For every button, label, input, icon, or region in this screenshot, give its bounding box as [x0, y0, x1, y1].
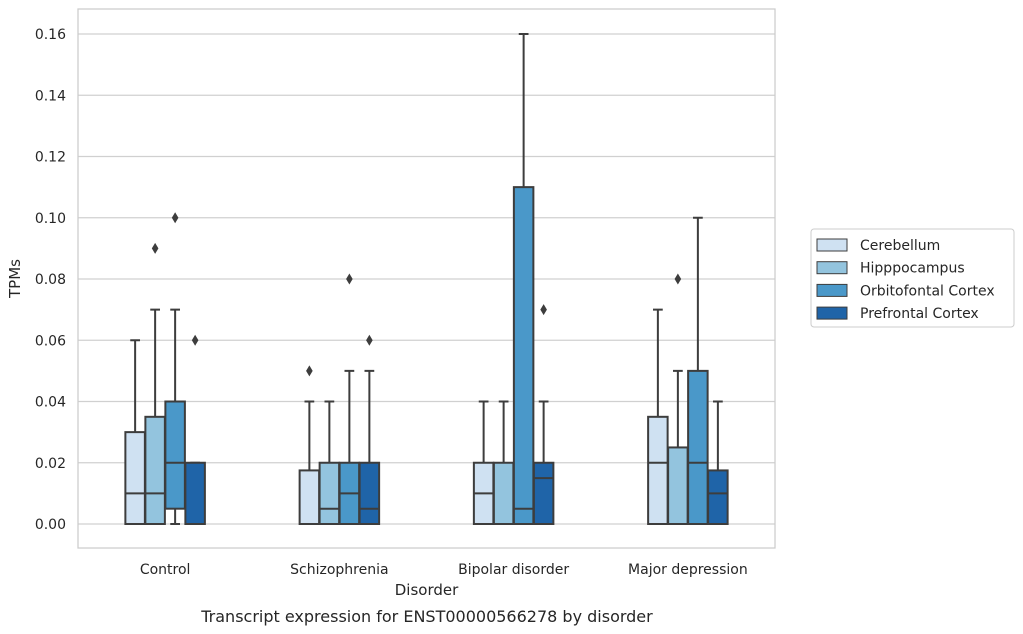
box-hipppocampus [144, 242, 166, 525]
outlier-marker [674, 273, 682, 285]
outlier-marker [540, 304, 547, 316]
iqr-box [124, 431, 146, 525]
y-tick-label: 0.04 [35, 395, 66, 411]
legend-swatch [816, 283, 848, 297]
outlier-marker [191, 334, 199, 346]
iqr-box [647, 415, 669, 525]
box-prefrontal-cortex [184, 334, 206, 525]
iqr-box [318, 461, 341, 525]
iqr-box [184, 461, 206, 525]
box-orbitofontal-cortex [338, 273, 361, 525]
legend: Cerebellum Hipppocampus Orbitofontal Corte… [810, 228, 1015, 328]
outlier-marker [151, 242, 159, 254]
iqr-box [667, 446, 689, 525]
box-orbitofontal-cortex [512, 33, 535, 525]
box-cerebellum [647, 308, 669, 525]
iqr-box [687, 369, 709, 525]
box-prefrontal-cortex [532, 304, 555, 525]
box-hipppocampus [667, 273, 689, 525]
box-prefrontal-cortex [707, 400, 729, 525]
y-tick-label: 0.00 [35, 517, 66, 533]
outlier-marker [366, 334, 373, 346]
box-cerebellum [472, 400, 495, 525]
box-cerebellum [124, 339, 146, 525]
legend-frame [810, 228, 1015, 328]
legend-label: Orbitofontal Cortex [860, 283, 995, 299]
box-hipppocampus [318, 400, 341, 525]
y-tick-label: 0.10 [35, 211, 66, 227]
legend-swatch [816, 306, 848, 320]
legend-swatch [816, 261, 848, 275]
y-tick-label: 0.16 [35, 27, 66, 43]
box-hipppocampus [492, 400, 515, 525]
y-tick-label: 0.08 [35, 272, 66, 288]
box-orbitofontal-cortex [164, 212, 186, 525]
legend-label: Cerebellum [860, 238, 940, 254]
y-axis-ticks: 0.00 0.02 0.04 0.06 0.08 0.10 0.12 0.14 0.16 [35, 27, 66, 533]
iqr-box [532, 461, 555, 525]
y-tick-label: 0.02 [35, 456, 66, 472]
x-axis-ticks: Control Schizophrenia Bipolar disorder Majo… [140, 562, 748, 578]
x-tick-label: Bipolar disorder [458, 562, 569, 578]
iqr-box [512, 186, 535, 525]
x-tick-label: Major depression [628, 562, 748, 578]
x-tick-label: Schizophrenia [290, 562, 388, 578]
iqr-box [492, 461, 515, 525]
box-orbitofontal-cortex [687, 216, 709, 525]
plot-boxes [124, 33, 729, 525]
outlier-marker [171, 212, 179, 224]
box-prefrontal-cortex [358, 334, 381, 525]
legend-label: Prefrontal Cortex [860, 306, 979, 322]
x-tick-label: Control [140, 562, 191, 578]
iqr-box [164, 400, 186, 510]
legend-label: Hipppocampus [860, 261, 965, 277]
iqr-box [144, 415, 166, 525]
plot-frame [77, 8, 776, 549]
y-tick-label: 0.12 [35, 150, 66, 166]
iqr-box [358, 461, 381, 525]
x-axis-label: Disorder [395, 581, 459, 599]
box-cerebellum [298, 365, 321, 525]
iqr-box [707, 469, 729, 525]
iqr-box [298, 469, 321, 525]
chart-caption: Transcript expression for ENST0000056627… [200, 607, 653, 626]
y-tick-label: 0.14 [35, 88, 66, 104]
y-axis-label: TPMs [6, 259, 24, 299]
legend-swatch [816, 238, 848, 252]
outlier-marker [306, 365, 313, 377]
outlier-marker [346, 273, 353, 285]
y-tick-label: 0.06 [35, 333, 66, 349]
